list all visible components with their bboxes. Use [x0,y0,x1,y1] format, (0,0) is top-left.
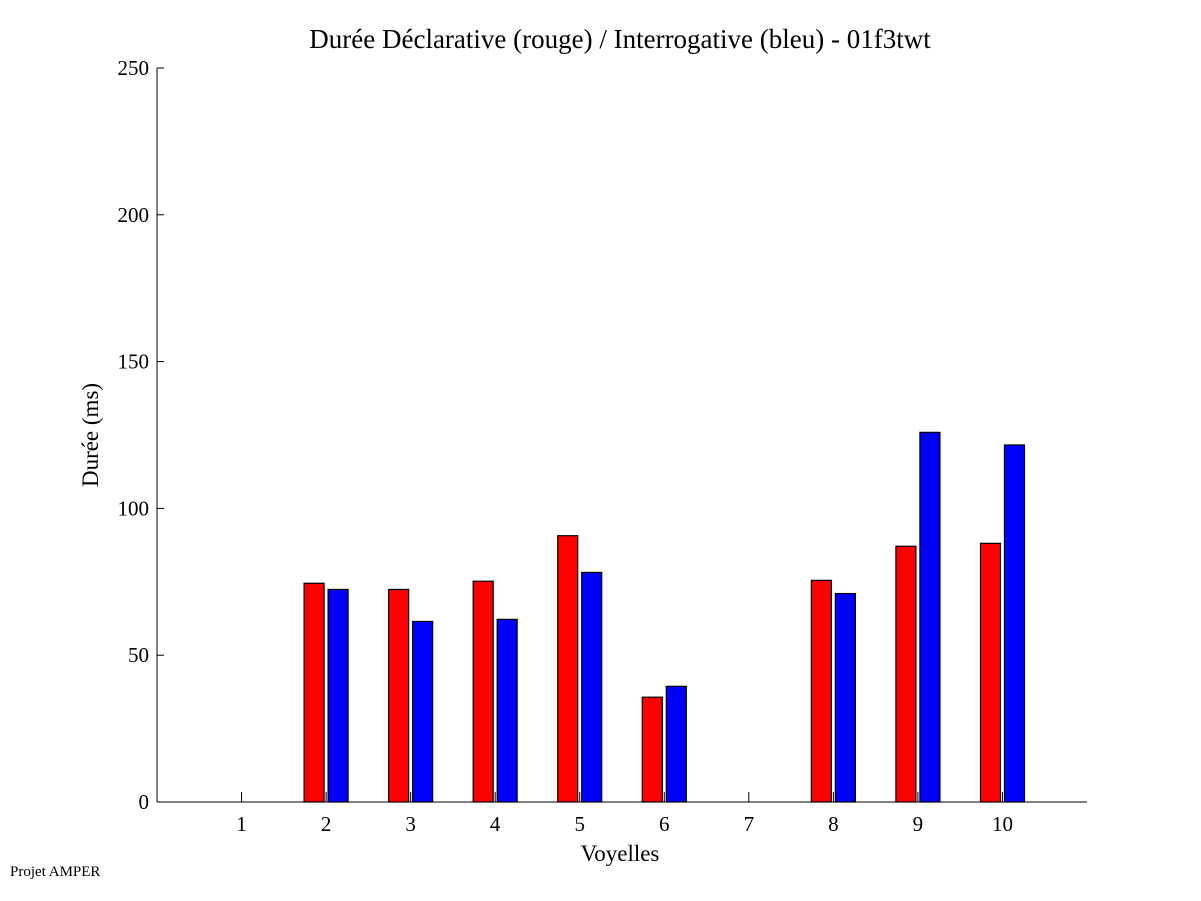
x-axis-label: Voyelles [581,841,660,866]
bar-interrogative-8 [834,592,856,803]
y-tick-label: 100 [118,496,150,520]
x-tick-label: 7 [744,812,755,836]
bar-declarative-2 [303,582,325,803]
x-tick-label: 9 [913,812,924,836]
x-tick-label: 4 [490,812,501,836]
bar-interrogative-10 [1003,444,1026,803]
bar-interrogative-4 [496,618,518,803]
y-tick-label: 150 [118,350,150,374]
bar-interrogative-3 [412,620,434,803]
bar-declarative-5 [557,535,579,803]
y-tick-label: 50 [128,643,149,667]
x-tick-label: 3 [405,812,416,836]
x-tick-label: 2 [321,812,332,836]
bar-declarative-6 [641,696,663,803]
bar-interrogative-2 [327,588,349,803]
y-tick-label: 250 [118,56,150,80]
bar-declarative-10 [979,542,1002,803]
y-axis-label: Durée (ms) [78,383,103,487]
bar-declarative-8 [810,579,832,803]
chart-title: Durée Déclarative (rouge) / Interrogativ… [309,24,931,54]
bar-interrogative-5 [581,571,603,803]
bar-declarative-3 [388,588,410,803]
bar-interrogative-9 [919,431,941,803]
y-tick-label: 200 [118,203,150,227]
x-tick-label: 8 [828,812,839,836]
x-tick-label: 5 [574,812,585,836]
bar-declarative-9 [895,545,917,803]
footer-label: Projet AMPER [10,864,101,880]
bar-declarative-4 [472,580,494,803]
x-tick-label: 1 [236,812,247,836]
bar-interrogative-6 [665,685,687,803]
y-tick-label: 0 [139,790,150,814]
x-tick-label: 10 [992,812,1013,836]
x-tick-label: 6 [659,812,670,836]
